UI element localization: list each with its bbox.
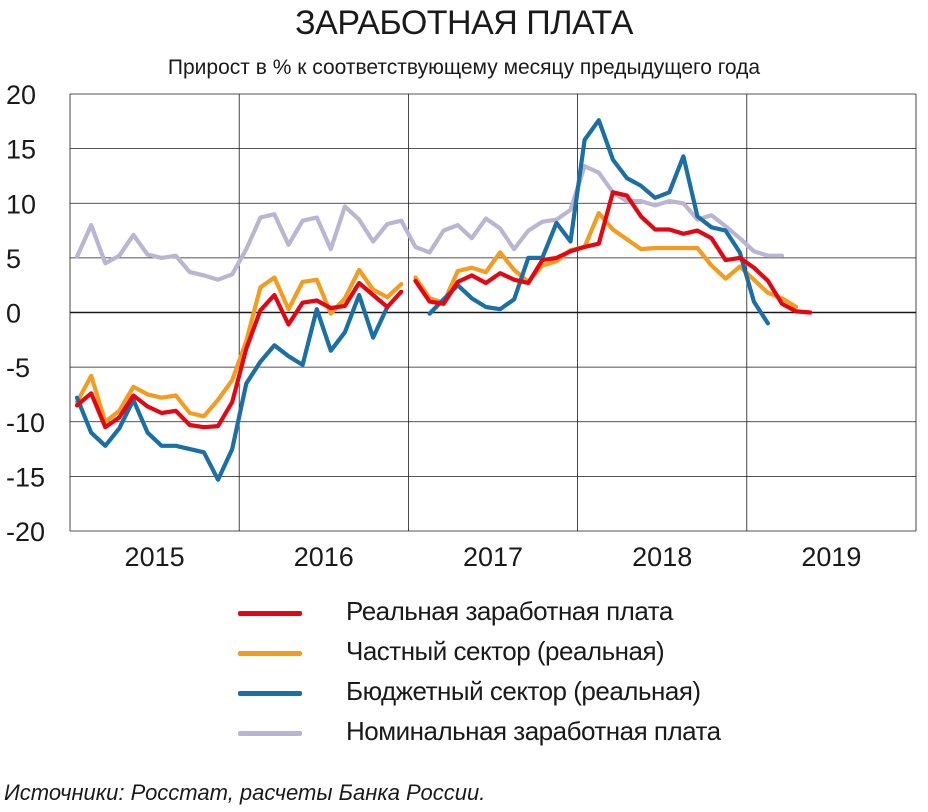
y-tick-label: -20 <box>6 517 45 547</box>
y-tick-label: 20 <box>6 80 36 110</box>
chart-subtitle: Прирост в % к соответствующему месяцу пр… <box>167 56 761 79</box>
y-tick-label: 5 <box>6 244 21 274</box>
legend-swatch-public-sector <box>238 691 302 696</box>
series-line-0 <box>74 280 404 430</box>
y-tick-label: -5 <box>6 353 30 383</box>
legend-swatch-private-sector <box>238 651 302 656</box>
x-tick-label: 2017 <box>463 542 523 572</box>
series-line-2 <box>427 118 770 326</box>
y-tick-label: -15 <box>6 462 45 492</box>
series-lines <box>74 118 813 482</box>
x-tick-label: 2019 <box>801 542 861 572</box>
legend-label-private-sector: Частный сектор (реальная) <box>346 636 665 666</box>
source-note: Источники: Росстат, расчеты Банка России… <box>4 780 486 805</box>
x-tick-label: 2016 <box>294 542 354 572</box>
series-line-3 <box>74 164 785 282</box>
legend-swatch-real-wage <box>238 611 302 616</box>
legend-label-nominal-wage: Номинальная заработная плата <box>346 716 721 746</box>
legend-swatch-nominal-wage <box>238 731 302 736</box>
grid <box>69 93 917 532</box>
series-line-2 <box>74 292 390 482</box>
x-tick-label: 2018 <box>632 542 692 572</box>
x-tick-label: 2015 <box>125 542 185 572</box>
y-tick-label: 10 <box>6 189 36 219</box>
y-tick-label: 15 <box>6 135 36 165</box>
legend-label-real-wage: Реальная заработная плата <box>346 596 673 626</box>
y-tick-label: -10 <box>6 408 45 438</box>
legend-label-public-sector: Бюджетный сектор (реальная) <box>346 676 701 706</box>
series-line-1 <box>74 267 404 424</box>
chart-title: ЗАРАБОТНАЯ ПЛАТА <box>295 4 633 42</box>
series-line-0 <box>413 190 813 315</box>
y-tick-label: 0 <box>6 299 21 329</box>
